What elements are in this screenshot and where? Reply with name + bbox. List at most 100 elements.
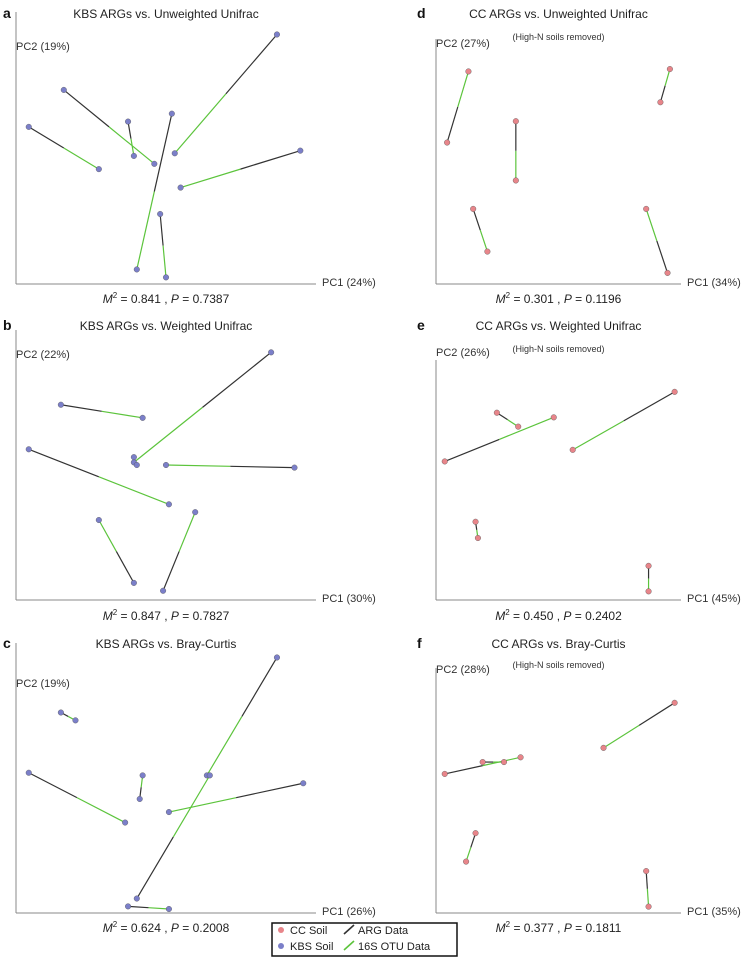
otu-segment — [172, 775, 211, 838]
arg-point — [300, 780, 307, 787]
arg-segment — [623, 391, 675, 422]
arg-point — [57, 709, 64, 716]
arg-point — [125, 118, 132, 125]
arg-segment — [28, 126, 65, 149]
panel-b: b KBS ARGs vs. Weighted Unifrac PC2 (22%) P… — [3, 317, 376, 623]
otu-segment — [457, 71, 470, 108]
panel-a: a KBS ARGs vs. Unweighted Unifrac PC2 (19%… — [3, 5, 376, 306]
panel-title-f: CC ARGs vs. Bray-Curtis — [491, 637, 625, 651]
arg-segment — [638, 702, 675, 726]
panel-subtitle-d: (High-N soils removed) — [512, 32, 604, 42]
otu-point — [645, 588, 652, 595]
arg-point — [512, 118, 519, 125]
legend-label: CC Soil — [290, 925, 327, 937]
arg-segment — [444, 438, 500, 462]
legend-box — [271, 922, 458, 957]
panel-title-b: KBS ARGs vs. Weighted Unifrac — [80, 319, 253, 333]
otu-segment — [98, 519, 117, 552]
arg-point — [493, 409, 500, 416]
legend-label: 16S OTU Data — [358, 941, 431, 953]
procrustes-stat: M2 = 0.301 , P = 0.1196 — [496, 291, 622, 306]
arg-point — [157, 210, 164, 217]
arg-segment — [28, 772, 78, 799]
panel-letter-d: d — [417, 5, 426, 21]
otu-segment — [572, 420, 624, 451]
panel-subtitle-e: (High-N soils removed) — [512, 344, 604, 354]
panel-letter-b: b — [3, 317, 12, 333]
arg-segment — [444, 765, 483, 775]
otu-point — [133, 462, 140, 469]
otu-segment — [148, 907, 169, 910]
arg-point — [441, 770, 448, 777]
otu-segment — [101, 410, 143, 419]
arg-point — [136, 795, 143, 802]
procrustes-stat: M2 = 0.450 , P = 0.2402 — [495, 608, 622, 623]
procrustes-stat: M2 = 0.841 , P = 0.7387 — [103, 291, 230, 306]
arg-segment — [159, 213, 164, 246]
otu-point — [484, 248, 491, 255]
otu-point — [515, 423, 522, 430]
otu-segment — [479, 230, 488, 252]
arg-segment — [240, 150, 301, 170]
y-axis-label: PC2 (27%) — [436, 38, 490, 50]
arg-point — [664, 269, 671, 276]
arg-point — [643, 868, 650, 875]
arg-point — [25, 123, 32, 130]
arg-point — [125, 903, 132, 910]
procrustes-stat: M2 = 0.847 , P = 0.7827 — [103, 608, 230, 623]
panel-subtitle-f: (High-N soils removed) — [512, 660, 604, 670]
legend-swatch — [343, 940, 355, 951]
otu-point — [177, 184, 184, 191]
y-axis-label: PC2 (19%) — [16, 678, 70, 690]
panel-title-a: KBS ARGs vs. Unweighted Unifrac — [73, 7, 258, 21]
x-axis-label: PC1 (45%) — [687, 593, 741, 605]
arg-point — [297, 147, 304, 154]
x-axis-label: PC1 (26%) — [322, 906, 376, 918]
arg-point — [130, 454, 137, 461]
arg-segment — [472, 208, 481, 231]
arg-segment — [656, 240, 669, 274]
otu-point — [122, 819, 129, 826]
legend: CC Soil ARG Data KBS Soil 16S OTU Data — [271, 922, 458, 957]
arg-segment — [230, 465, 295, 469]
otu-point — [643, 205, 650, 212]
panel-title-c: KBS ARGs vs. Bray-Curtis — [96, 637, 237, 651]
x-axis-label: PC1 (30%) — [322, 593, 376, 605]
legend-swatch — [278, 943, 284, 949]
arg-segment — [153, 113, 173, 192]
arg-point — [291, 464, 298, 471]
panel-letter-a: a — [3, 5, 11, 21]
otu-point — [192, 509, 199, 516]
arg-segment — [235, 782, 304, 799]
otu-point — [465, 68, 472, 75]
x-axis-label: PC1 (34%) — [687, 277, 741, 289]
arg-point — [444, 139, 451, 146]
otu-point — [600, 744, 607, 751]
arg-point — [671, 388, 678, 395]
otu-segment — [98, 476, 170, 505]
otu-point — [569, 446, 576, 453]
otu-segment — [499, 416, 554, 440]
arg-point — [470, 205, 477, 212]
otu-segment — [63, 147, 100, 170]
legend-swatch — [278, 927, 284, 933]
arg-point — [57, 401, 64, 408]
otu-segment — [174, 93, 227, 154]
arg-point — [168, 110, 175, 117]
x-axis-label: PC1 (35%) — [687, 906, 741, 918]
arg-point — [645, 562, 652, 569]
arg-point — [133, 895, 140, 902]
procrustes-stat: M2 = 0.377 , P = 0.1811 — [496, 920, 622, 935]
x-axis-label: PC1 (24%) — [322, 277, 376, 289]
arg-segment — [162, 551, 180, 591]
arg-segment — [136, 836, 174, 899]
otu-point — [512, 177, 519, 184]
otu-segment — [603, 724, 640, 749]
otu-point — [500, 759, 507, 766]
arg-point — [273, 654, 280, 661]
arg-segment — [128, 905, 149, 909]
arg-point — [441, 458, 448, 465]
otu-segment — [645, 208, 658, 242]
panel-c: c KBS ARGs vs. Bray-Curtis PC2 (19%) PC1 (2… — [3, 635, 376, 935]
